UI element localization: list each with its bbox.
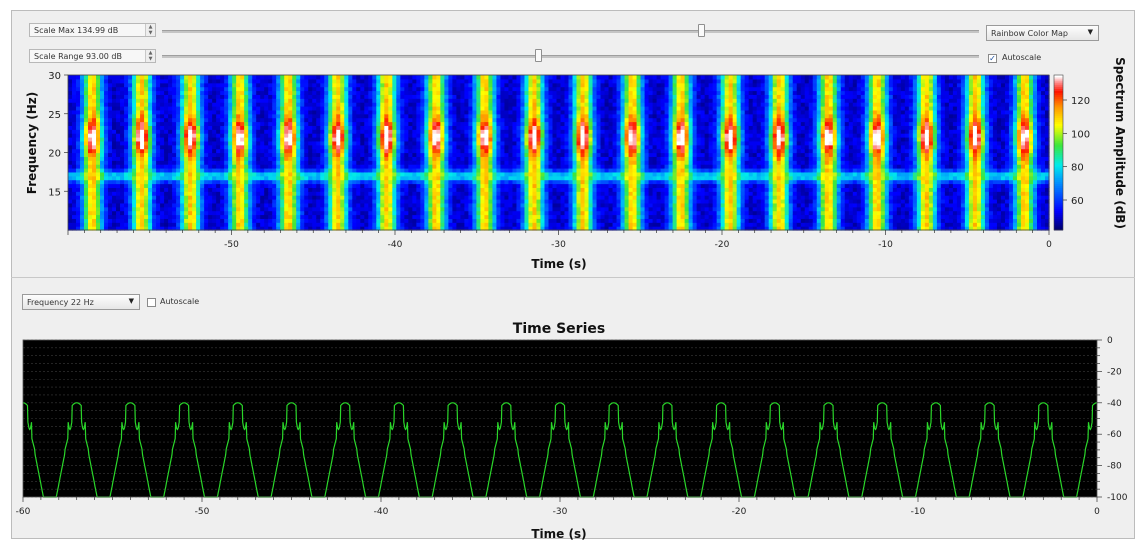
chevron-down-icon: ▼ [1087, 28, 1093, 36]
colorbar-label: Spectrum Amplitude (dB) [1113, 57, 1127, 229]
scale-max-slider-track[interactable] [162, 30, 979, 33]
spectrogram-autoscale-checkbox[interactable]: ✓ [988, 54, 997, 63]
colorbar [1053, 74, 1064, 231]
colorbar-tick: 100 [1071, 129, 1090, 140]
scale-range-slider-handle[interactable] [534, 49, 542, 62]
spectrogram-y-tick: 30 [48, 71, 61, 82]
spectrogram-x-label: Time (s) [531, 257, 586, 271]
scale-max-slider-handle[interactable] [698, 24, 706, 37]
spectrogram-x-tick: -30 [551, 240, 566, 250]
spin-arrows-icon[interactable]: ▲ ▼ [145, 24, 155, 36]
spectrogram-x-tick: -50 [224, 240, 239, 250]
spectrogram-autoscale-label: Autoscale [1002, 53, 1042, 62]
spectrogram-x-tick: -40 [388, 240, 403, 250]
scale-range-spinbox[interactable]: Scale Range 93.00 dB ▲ ▼ [29, 49, 156, 63]
scale-range-label: Scale Range 93.00 dB [34, 52, 122, 61]
scale-max-spinbox[interactable]: Scale Max 134.99 dB ▲ ▼ [29, 23, 156, 37]
spin-arrows-icon[interactable]: ▲ ▼ [145, 50, 155, 62]
timeseries-autoscale-label: Autoscale [160, 297, 200, 306]
colorbar-tick: 60 [1071, 196, 1084, 207]
spectrogram-y-label: Frequency (Hz) [25, 92, 39, 194]
spectrogram-x-tick: -10 [878, 240, 893, 250]
timeseries-autoscale-checkbox[interactable] [147, 298, 156, 307]
spectrogram-x-tick: 0 [1046, 240, 1052, 250]
spectrogram-y-tick: 15 [48, 187, 61, 198]
colorbar-tick: 120 [1071, 96, 1090, 107]
colorbar-tick: 80 [1071, 163, 1084, 174]
spectrogram-y-tick: 25 [48, 110, 61, 121]
chevron-down-icon: ▼ [128, 297, 134, 305]
scale-max-label: Scale Max 134.99 dB [34, 26, 119, 35]
spectrogram-y-tick: 20 [48, 149, 61, 160]
scale-range-slider-track[interactable] [162, 55, 979, 58]
colormap-selected: Rainbow Color Map [991, 29, 1068, 38]
panel-divider[interactable] [11, 277, 1135, 278]
frequency-selected: Frequency 22 Hz [27, 298, 94, 307]
spectrogram-x-tick: -20 [715, 240, 730, 250]
colormap-dropdown[interactable]: Rainbow Color Map ▼ [986, 25, 1099, 41]
frequency-dropdown[interactable]: Frequency 22 Hz ▼ [22, 294, 140, 310]
